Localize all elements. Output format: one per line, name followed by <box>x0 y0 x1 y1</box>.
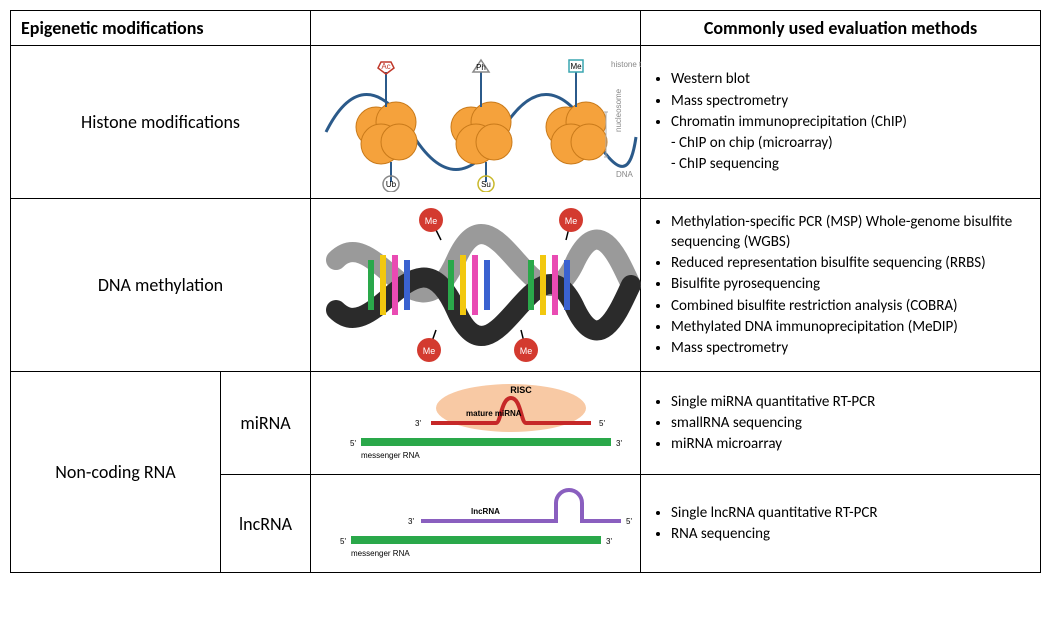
tag-ac: Ac <box>381 62 390 71</box>
svg-text:5': 5' <box>350 439 356 448</box>
method-item: RNA sequencing <box>671 524 1030 544</box>
label-mirna: miRNA <box>221 372 311 475</box>
dna-svg: Me Me Me Me <box>321 205 641 365</box>
svg-text:5': 5' <box>626 517 632 526</box>
nucleosome-3 <box>546 102 607 164</box>
label-dna: DNA <box>616 170 634 179</box>
svg-text:Me: Me <box>423 346 436 356</box>
tag-ub: Ub <box>386 180 397 189</box>
header-methods: Commonly used evaluation methods <box>641 11 1041 46</box>
lncrna-label: lncRNA <box>471 507 500 516</box>
diagram-dna: Me Me Me Me <box>311 199 641 372</box>
nucleosome-2 <box>451 102 512 164</box>
label-lncrna: lncRNA <box>221 475 311 573</box>
method-item: Chromatin immunoprecipitation (ChIP) <box>671 112 1030 132</box>
methods-histone: Western blot Mass spectrometry Chromatin… <box>641 46 1041 199</box>
method-item: Reduced representation bisulfite sequenc… <box>671 253 1030 273</box>
header-row: Epigenetic modifications Commonly used e… <box>11 11 1041 46</box>
header-modifications: Epigenetic modifications <box>11 11 311 46</box>
svg-text:5': 5' <box>340 537 346 546</box>
methods-list-histone: Western blot Mass spectrometry Chromatin… <box>651 69 1030 174</box>
mrna-bar <box>361 438 611 446</box>
label-nucleosome: nucleosome <box>614 88 623 132</box>
lncrna-strand <box>421 490 621 521</box>
method-item: Combined bisulfite restriction analysis … <box>671 296 1030 316</box>
svg-text:3': 3' <box>408 517 414 526</box>
method-sub-item: ChIP sequencing <box>671 154 1030 174</box>
epigenetics-table: Epigenetic modifications Commonly used e… <box>10 10 1041 573</box>
row-dna: DNA methylation <box>11 199 1041 372</box>
header-diagram <box>311 11 641 46</box>
mirna-label: mature miRNA <box>466 409 522 418</box>
svg-text:3': 3' <box>606 537 612 546</box>
tag-me: Me <box>570 62 582 71</box>
method-item: Mass spectrometry <box>671 338 1030 358</box>
tag-ph: Ph <box>476 63 486 72</box>
method-item: Methylation-specific PCR (MSP) Whole-gen… <box>671 212 1030 253</box>
label-dna-meth: DNA methylation <box>11 199 311 372</box>
mirna-svg: RISC 3' 5' mature miRNA 5' 3' messenger … <box>321 378 641 468</box>
method-item: Methylated DNA immunoprecipitation (MeDI… <box>671 317 1030 337</box>
methods-list-lncrna: Single lncRNA quantitative RT-PCR RNA se… <box>651 503 1030 545</box>
lncrna-svg: 3' 5' lncRNA 5' 3' messenger RNA <box>321 481 641 566</box>
histone-svg: Ac Ph Me Ub Su histone tail nucleosome D… <box>321 52 641 192</box>
method-item: Single miRNA quantitative RT-PCR <box>671 392 1030 412</box>
row-histone: Histone modifications <box>11 46 1041 199</box>
mrna-label: messenger RNA <box>351 549 410 558</box>
methods-mirna: Single miRNA quantitative RT-PCR smallRN… <box>641 372 1041 475</box>
label-ncrna: Non-coding RNA <box>11 372 221 573</box>
label-histone-tail: histone tail <box>611 60 641 69</box>
method-item: Single lncRNA quantitative RT-PCR <box>671 503 1030 523</box>
svg-text:Me: Me <box>520 346 533 356</box>
label-histone: Histone modifications <box>11 46 311 199</box>
svg-text:5': 5' <box>599 419 605 428</box>
diagram-mirna: RISC 3' 5' mature miRNA 5' 3' messenger … <box>311 372 641 475</box>
risc-label: RISC <box>510 385 532 395</box>
method-item: Western blot <box>671 69 1030 89</box>
nucleosome-1 <box>356 102 417 164</box>
methods-lncrna: Single lncRNA quantitative RT-PCR RNA se… <box>641 475 1041 573</box>
diagram-lncrna: 3' 5' lncRNA 5' 3' messenger RNA <box>311 475 641 573</box>
row-mirna: Non-coding RNA miRNA RISC 3' 5' mature m… <box>11 372 1041 475</box>
methods-dna: Methylation-specific PCR (MSP) Whole-gen… <box>641 199 1041 372</box>
svg-text:3': 3' <box>415 419 421 428</box>
mrna-bar <box>351 536 601 544</box>
method-item: smallRNA sequencing <box>671 413 1030 433</box>
method-item: Bisulfite pyrosequencing <box>671 274 1030 294</box>
diagram-histone: Ac Ph Me Ub Su histone tail nucleosome D… <box>311 46 641 199</box>
method-item: Mass spectrometry <box>671 91 1030 111</box>
methods-list-dna: Methylation-specific PCR (MSP) Whole-gen… <box>651 212 1030 359</box>
svg-text:Me: Me <box>565 216 578 226</box>
mrna-label: messenger RNA <box>361 451 420 460</box>
svg-text:3': 3' <box>616 439 622 448</box>
methods-list-mirna: Single miRNA quantitative RT-PCR smallRN… <box>651 392 1030 455</box>
method-item: miRNA microarray <box>671 434 1030 454</box>
tag-su: Su <box>481 180 491 189</box>
method-sub-item: ChIP on chip (microarray) <box>671 133 1030 153</box>
svg-text:Me: Me <box>425 216 438 226</box>
